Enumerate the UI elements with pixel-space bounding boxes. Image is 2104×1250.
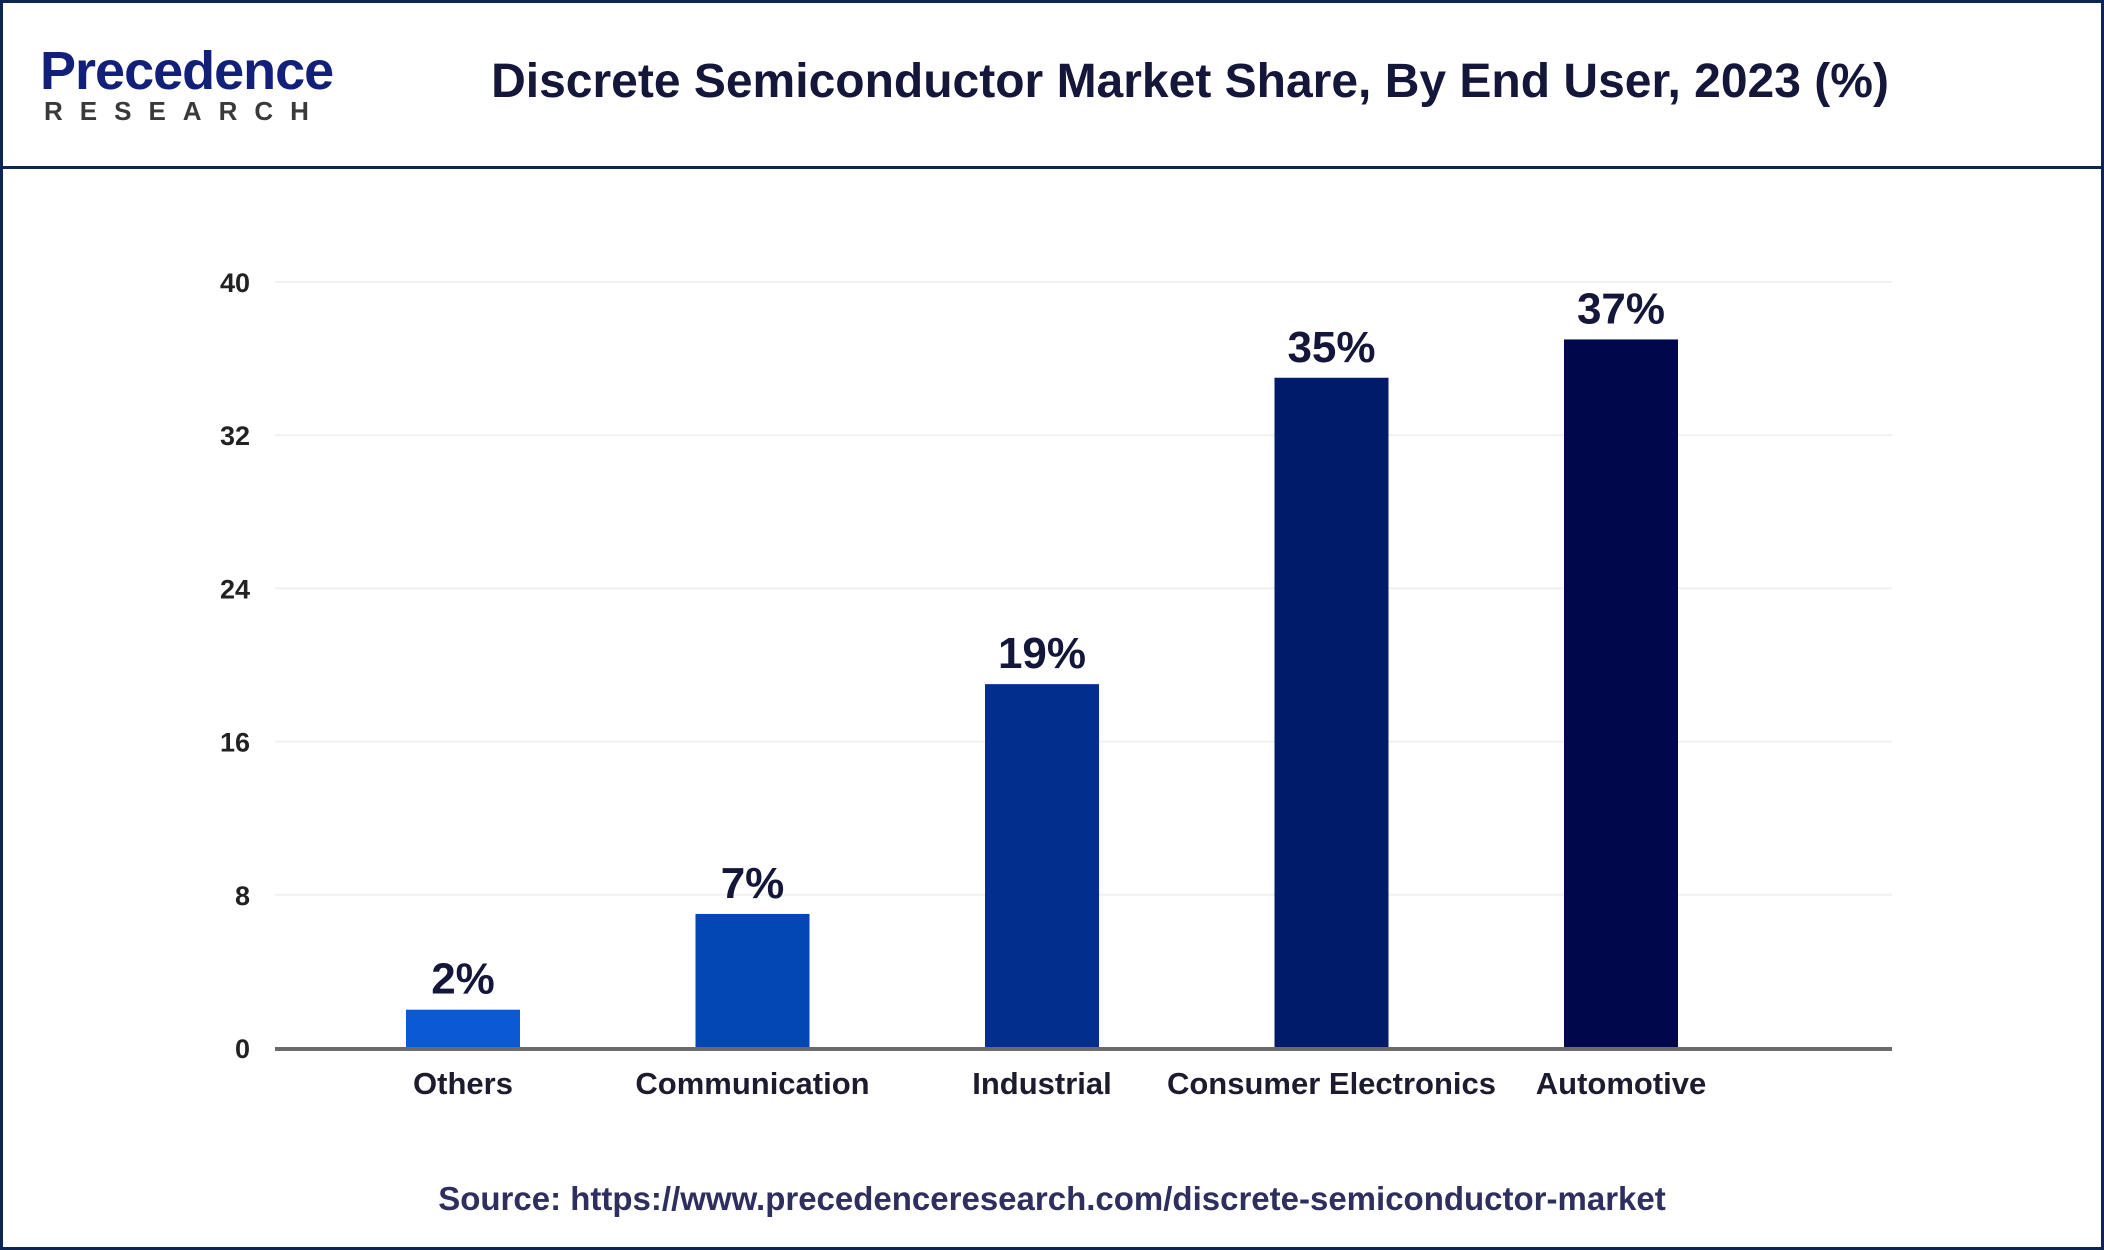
x-tick-label: Automotive [1536, 1066, 1707, 1101]
y-tick-label: 0 [235, 1034, 250, 1064]
data-label: 35% [1287, 323, 1375, 372]
chart-title: Discrete Semiconductor Market Share, By … [491, 55, 1889, 108]
x-tick-label: Others [413, 1066, 513, 1101]
y-tick-label: 16 [220, 728, 250, 758]
header: Precedence RESEARCH Discrete Semiconduct… [0, 0, 2104, 169]
data-label: 2% [431, 955, 495, 1004]
bar-communication [695, 913, 810, 1048]
bar-industrial [985, 684, 1099, 1048]
bar-others [406, 1009, 520, 1048]
x-tick-label: Industrial [972, 1066, 1112, 1101]
y-tick-label: 32 [220, 421, 250, 451]
y-tick-label: 8 [235, 881, 250, 911]
data-label: 19% [998, 629, 1086, 678]
y-tick-label: 24 [220, 574, 250, 604]
source-text: Source: https://www.precedenceresearch.c… [438, 1180, 1666, 1217]
bar-automotive [1564, 339, 1678, 1048]
bar-consumer-electronics [1274, 377, 1389, 1048]
x-tick-label: Consumer Electronics [1167, 1066, 1496, 1101]
data-label: 7% [721, 859, 785, 908]
x-tick-label: Communication [635, 1066, 869, 1101]
logo-subtext: RESEARCH [44, 96, 326, 126]
data-label: 37% [1577, 284, 1665, 333]
precedence-research-logo: Precedence RESEARCH [40, 40, 334, 130]
y-tick-label: 40 [220, 268, 250, 298]
logo-text: Precedence [40, 41, 334, 101]
